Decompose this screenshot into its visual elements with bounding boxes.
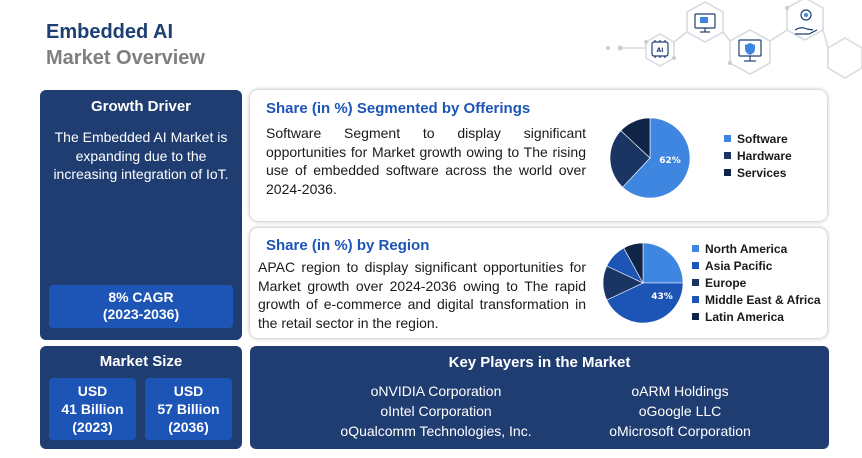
pie-slice-north-america xyxy=(642,242,684,284)
key-player-item: oARM Holdings xyxy=(631,383,729,399)
shield-monitor-icon xyxy=(738,39,762,62)
legend-swatch xyxy=(692,296,699,303)
legend-swatch xyxy=(692,313,699,320)
market-size-panel: Market Size USD 41 Billion (2023) USD 57… xyxy=(40,346,242,449)
legend-item-latin-america: Latin America xyxy=(692,308,821,325)
hexagon-network-decoration: AI xyxy=(606,0,862,79)
region-title: Share (in %) by Region xyxy=(266,237,430,254)
region-legend: North America Asia Pacific Europe Middle… xyxy=(692,240,821,325)
market-size-value: 41 Billion xyxy=(61,401,124,417)
key-player-item: oMicrosoft Corporation xyxy=(609,423,751,439)
market-size-currency: USD xyxy=(77,383,108,399)
legend-swatch xyxy=(724,152,731,159)
market-size-currency: USD xyxy=(173,383,204,399)
ai-chip-icon xyxy=(651,40,669,58)
offerings-pie-chart: 62% xyxy=(609,117,691,199)
growth-driver-heading: Growth Driver xyxy=(90,98,192,115)
region-pie-chart: 43% xyxy=(602,242,684,324)
pie-slice-latin-america xyxy=(623,242,644,284)
svg-text:AI: AI xyxy=(657,47,664,54)
legend-swatch xyxy=(724,135,731,142)
key-players-heading: Key Players in the Market xyxy=(448,354,631,371)
legend-item-europe: Europe xyxy=(692,274,821,291)
market-size-year: (2036) xyxy=(168,419,209,435)
page-subtitle: Market Overview xyxy=(46,47,205,69)
legend-label: Software xyxy=(737,131,788,146)
pie-slice-asia-pacific xyxy=(606,282,684,324)
key-player-item: oGoogle LLC xyxy=(638,403,722,419)
market-size-value: 57 Billion xyxy=(157,401,220,417)
offerings-legend: Software Hardware Services xyxy=(724,130,792,181)
legend-item-middle-east-africa: Middle East & Africa xyxy=(692,291,821,308)
key-players-panel: Key Players in the Market oNVIDIA Corpor… xyxy=(250,346,829,449)
market-size-2023-box: USD 41 Billion (2023) xyxy=(49,378,136,440)
legend-label: Services xyxy=(737,165,787,180)
region-text: APAC region to display significant oppor… xyxy=(258,259,586,331)
growth-driver-panel: Growth Driver The Embedded AI Market is … xyxy=(40,90,242,340)
pie-slice-software xyxy=(622,117,691,199)
market-size-2036-box: USD 57 Billion (2036) xyxy=(145,378,232,440)
pie-slice-services xyxy=(620,117,651,159)
region-card: Share (in %) by Region APAC region to di… xyxy=(250,228,827,338)
cagr-badge: 8% CAGR (2023-2036) xyxy=(49,285,233,328)
legend-label: Hardware xyxy=(737,148,792,163)
legend-item-asia-pacific: Asia Pacific xyxy=(692,257,821,274)
legend-swatch xyxy=(692,245,699,252)
key-player-item: oQualcomm Technologies, Inc. xyxy=(340,423,532,439)
legend-item-software: Software xyxy=(724,130,792,147)
legend-item-hardware: Hardware xyxy=(724,147,792,164)
market-size-year: (2023) xyxy=(72,419,113,435)
legend-label: Latin America xyxy=(705,309,784,324)
page-title: Embedded AI xyxy=(46,21,174,43)
legend-swatch xyxy=(692,262,699,269)
market-size-heading: Market Size xyxy=(99,353,183,370)
monitor-icon xyxy=(694,13,716,33)
legend-label: Europe xyxy=(705,275,747,290)
legend-label: Middle East & Africa xyxy=(705,292,821,307)
key-player-item: oNVIDIA Corporation xyxy=(370,383,502,399)
page-title-block: Embedded AI Market Overview xyxy=(46,20,205,70)
legend-swatch xyxy=(724,169,731,176)
legend-label: North America xyxy=(705,241,788,256)
legend-label: Asia Pacific xyxy=(705,258,773,273)
cagr-value: 8% CAGR xyxy=(108,289,174,305)
legend-item-north-america: North America xyxy=(692,240,821,257)
pie-data-label: 43% xyxy=(651,292,673,302)
offerings-title: Share (in %) Segmented by Offerings xyxy=(266,100,531,117)
cagr-period: (2023-2036) xyxy=(102,306,180,322)
pie-slice-hardware xyxy=(609,130,651,188)
legend-item-services: Services xyxy=(724,164,792,181)
legend-swatch xyxy=(692,279,699,286)
growth-driver-text: The Embedded AI Market is expanding due … xyxy=(53,129,229,182)
offerings-card: Share (in %) Segmented by Offerings Soft… xyxy=(250,90,827,221)
key-player-item: oIntel Corporation xyxy=(380,403,492,419)
gear-hand-icon xyxy=(794,9,818,35)
offerings-text: Software Segment to display significant … xyxy=(266,125,586,197)
pie-data-label: 62% xyxy=(659,156,681,166)
